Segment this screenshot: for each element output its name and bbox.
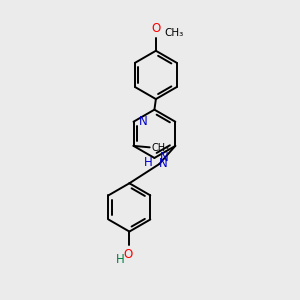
Text: CH₃: CH₃	[164, 28, 183, 38]
Text: N: N	[160, 152, 169, 164]
Text: CH₃: CH₃	[152, 142, 170, 153]
Text: O: O	[123, 248, 133, 261]
Text: H: H	[116, 253, 125, 266]
Text: N: N	[158, 157, 167, 170]
Text: O: O	[151, 22, 160, 35]
Text: N: N	[139, 115, 148, 128]
Text: H: H	[144, 156, 153, 169]
